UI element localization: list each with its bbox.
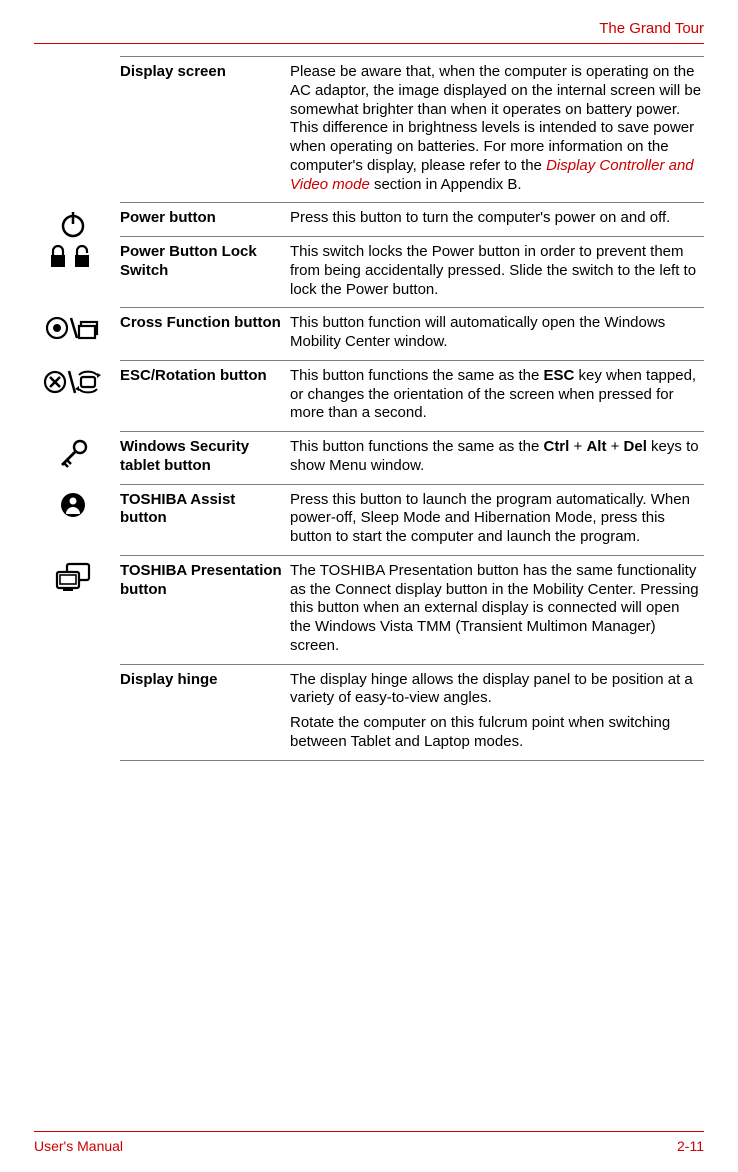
footer-rule [34, 1131, 704, 1132]
footer-manual-label: User's Manual [34, 1138, 123, 1154]
security-key-icon [34, 438, 112, 472]
key-esc: ESC [543, 367, 574, 384]
desc-text: This button functions the same as the [290, 367, 543, 384]
desc-display-screen: Please be aware that, when the computer … [290, 63, 704, 194]
lock-switch-icon [34, 243, 112, 271]
term-lock-switch: Power Button Lock Switch [120, 243, 290, 299]
table-row: Windows Security tablet button This butt… [120, 431, 704, 484]
desc-text: The TOSHIBA Presentation button has the … [290, 562, 704, 656]
desc-toshiba-assist: Press this button to launch the program … [290, 491, 704, 547]
cross-function-icon [34, 314, 112, 342]
desc-text: + [569, 438, 586, 455]
page-footer: User's Manual 2-11 [34, 1131, 704, 1154]
term-windows-security: Windows Security tablet button [120, 438, 290, 476]
desc-lock-switch: This switch locks the Power button in or… [290, 243, 704, 299]
table-row: Cross Function button This button functi… [120, 307, 704, 360]
footer-page-number: 2-11 [677, 1138, 704, 1154]
desc-esc-rotation: This button functions the same as the ES… [290, 367, 704, 423]
presentation-icon [34, 562, 112, 594]
table-row: Power Button Lock Switch This switch loc… [120, 236, 704, 307]
term-esc-rotation: ESC/Rotation button [120, 367, 290, 423]
desc-toshiba-presentation: The TOSHIBA Presentation button has the … [290, 562, 704, 656]
desc-display-hinge: The display hinge allows the display pan… [290, 671, 704, 752]
term-cross-function: Cross Function button [120, 314, 290, 352]
desc-text: The display hinge allows the display pan… [290, 671, 704, 709]
table-row: TOSHIBA Assist button Press this button … [120, 484, 704, 555]
table-row: Display hinge The display hinge allows t… [120, 664, 704, 761]
power-icon [34, 209, 112, 239]
term-display-hinge: Display hinge [120, 671, 290, 752]
key-del: Del [624, 438, 647, 455]
desc-text: This switch locks the Power button in or… [290, 243, 704, 299]
manual-page: The Grand Tour Display screen Please be … [0, 0, 738, 1172]
assist-icon [34, 491, 112, 519]
desc-windows-security: This button functions the same as the Ct… [290, 438, 704, 476]
desc-cross-function: This button function will automatically … [290, 314, 704, 352]
key-ctrl: Ctrl [543, 438, 569, 455]
header-rule [34, 43, 704, 44]
esc-rotation-icon [34, 367, 112, 397]
desc-text: Press this button to launch the program … [290, 491, 704, 547]
desc-text: This button functions the same as the [290, 438, 543, 455]
definition-table: Display screen Please be aware that, whe… [120, 56, 704, 761]
table-row: Display screen Please be aware that, whe… [120, 56, 704, 202]
desc-text: Press this button to turn the computer's… [290, 209, 704, 228]
key-alt: Alt [586, 438, 606, 455]
table-row: ESC/Rotation button This button function… [120, 360, 704, 431]
term-toshiba-presentation: TOSHIBA Presentation button [120, 562, 290, 656]
term-toshiba-assist: TOSHIBA Assist button [120, 491, 290, 547]
table-row: Power button Press this button to turn t… [120, 202, 704, 236]
desc-power-button: Press this button to turn the computer's… [290, 209, 704, 228]
desc-text: Rotate the computer on this fulcrum poin… [290, 714, 704, 752]
term-power-button: Power button [120, 209, 290, 228]
desc-text: This button function will automatically … [290, 314, 704, 352]
table-row: TOSHIBA Presentation button The TOSHIBA … [120, 555, 704, 664]
desc-text: + [606, 438, 623, 455]
page-header-title: The Grand Tour [34, 20, 704, 37]
desc-text: section in Appendix B. [370, 176, 522, 193]
term-display-screen: Display screen [120, 63, 290, 194]
